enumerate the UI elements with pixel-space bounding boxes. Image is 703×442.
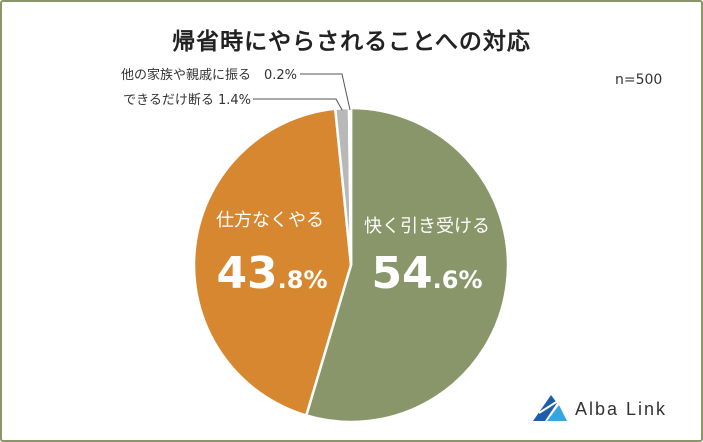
alba-link-logo-icon bbox=[533, 395, 567, 421]
pie-slice-0 bbox=[304, 106, 510, 424]
slice-label-3: 他の家族や親戚に振る 0.2% bbox=[121, 67, 297, 83]
slice-label-0: 快く引き受ける bbox=[364, 216, 490, 237]
slice-label-2: できるだけ断る 1.4% bbox=[123, 93, 251, 108]
slice-label-1: 仕方なくやる bbox=[216, 210, 324, 231]
leader-line-3 bbox=[300, 73, 351, 111]
brand-name: Alba Link bbox=[575, 399, 668, 419]
leader-line-2 bbox=[253, 98, 343, 111]
slice-value-0: 54.6% bbox=[371, 248, 482, 299]
chart-title: 帰省時にやらされることへの対応 bbox=[172, 29, 531, 55]
slice-value-1: 43.8% bbox=[216, 248, 327, 299]
sample-size: n=500 bbox=[615, 72, 663, 88]
pie-slice-1 bbox=[192, 107, 353, 418]
